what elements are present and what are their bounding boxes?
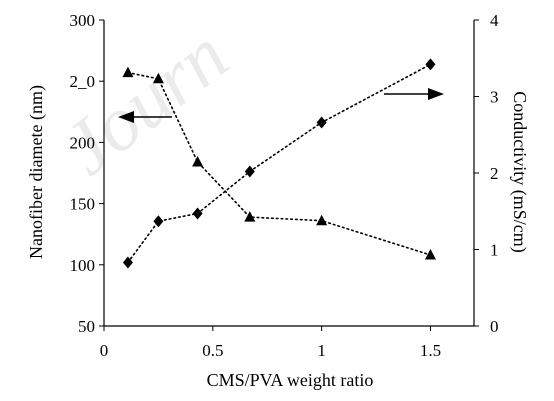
triangle-marker xyxy=(152,72,164,84)
triangle-marker xyxy=(192,155,204,167)
y-left-tick-label: 300 xyxy=(70,11,96,30)
y-left-tick-label: 2_0 xyxy=(70,72,96,91)
triangle-marker xyxy=(122,66,134,78)
diamond-marker xyxy=(316,116,327,129)
diamond-marker xyxy=(244,165,255,178)
y-right-tick-label: 2 xyxy=(490,164,499,183)
right-arrow-head xyxy=(428,88,444,100)
x-tick-label: 0.5 xyxy=(202,341,223,360)
y-left-tick-label: 100 xyxy=(70,256,96,275)
diamond-marker xyxy=(122,256,133,269)
y-right-axis-label: Conductivity (mS/cm) xyxy=(509,91,530,253)
y-left-tick-label: 150 xyxy=(70,195,96,214)
y-left-tick-label: 200 xyxy=(70,133,96,152)
watermark-text: Journ xyxy=(46,11,243,192)
diamond-marker xyxy=(425,58,436,71)
series-lines xyxy=(127,63,432,264)
watermark: Journ xyxy=(46,11,243,192)
triangle-marker xyxy=(244,211,256,222)
series-line-diamond xyxy=(127,63,432,264)
y-left-tick-label: 50 xyxy=(78,317,95,336)
annotations xyxy=(118,88,444,123)
y-right-tick-label: 4 xyxy=(490,11,499,30)
y-right-tick-label: 1 xyxy=(490,241,499,260)
series-line-triangle xyxy=(127,71,432,256)
ticks: 0 0.5 1 1.5 50 100 150 200 2_0 300 0 1 2 3 4 xyxy=(70,11,500,360)
diamond-marker xyxy=(192,207,203,220)
left-arrow-head xyxy=(118,111,134,123)
y-right-tick-label: 3 xyxy=(490,88,499,107)
x-tick-label: 0 xyxy=(100,341,109,360)
diamond-marker xyxy=(153,215,164,228)
triangle-marker xyxy=(424,249,436,260)
x-tick-label: 1 xyxy=(317,341,326,360)
x-tick-label: 1.5 xyxy=(420,341,441,360)
series-markers xyxy=(122,58,436,269)
y-right-tick-label: 0 xyxy=(490,317,499,336)
x-axis-label: CMS/PVA weight ratio xyxy=(207,370,374,390)
y-left-axis-label: Nanofiber diamete (nm) xyxy=(26,85,47,259)
triangle-marker xyxy=(316,214,328,226)
